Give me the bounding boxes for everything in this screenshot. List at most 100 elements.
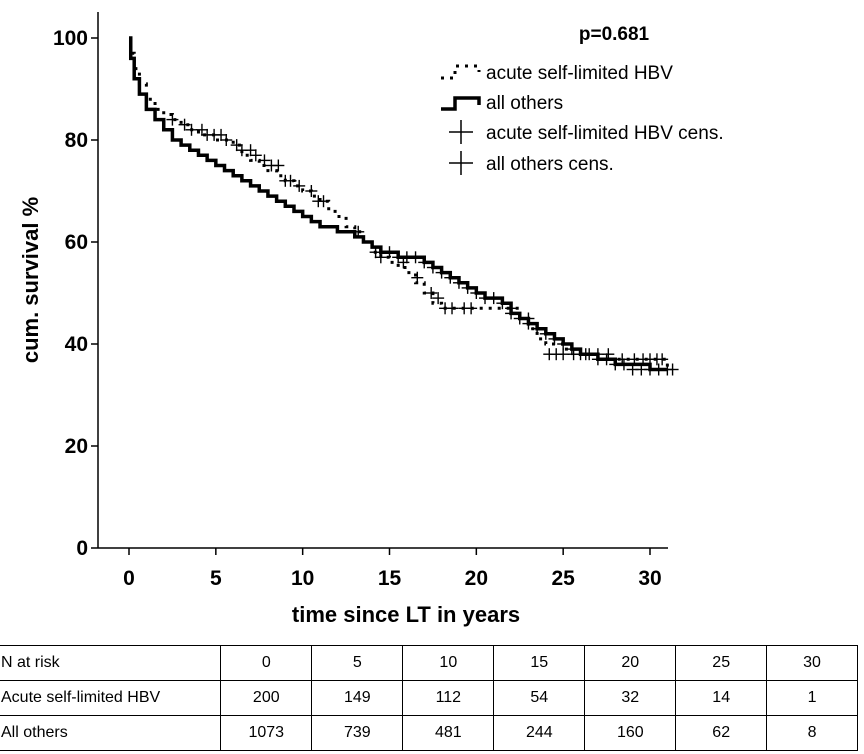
risk-table-cell: 739 — [311, 715, 404, 751]
legend-swatch-acute-hbv — [441, 64, 481, 80]
censored-mark-acute-hbv — [616, 353, 629, 366]
risk-table-row-label: Acute self-limited HBV — [0, 680, 222, 716]
censored-mark-all-others — [531, 322, 544, 335]
x-tick-label: 10 — [291, 567, 314, 590]
censored-mark-acute-hbv — [352, 225, 365, 238]
x-tick-label: 20 — [465, 567, 488, 590]
censored-mark-acute-hbv — [230, 139, 243, 152]
risk-table-cell: 200 — [220, 680, 313, 716]
censored-mark-acute-hbv — [185, 123, 198, 136]
y-tick-label: 100 — [53, 27, 88, 50]
censored-mark-acute-hbv — [215, 128, 228, 141]
censored-mark-acute-hbv — [244, 144, 257, 157]
risk-table-row-label: All others — [0, 715, 222, 751]
censored-mark-acute-hbv — [432, 292, 445, 305]
censored-mark-all-others — [461, 281, 474, 294]
censored-mark-acute-hbv — [305, 185, 318, 197]
x-axis-title: time since LT in years — [292, 602, 520, 627]
censored-mark-all-others — [409, 251, 422, 264]
risk-table-cell: 481 — [402, 715, 495, 751]
censored-mark-acute-hbv — [446, 302, 459, 315]
x-axis-ticks: 0 5 10 15 20 25 30 — [123, 548, 662, 590]
censored-mark-all-others — [600, 353, 613, 366]
y-tick-label: 80 — [65, 129, 88, 152]
risk-table-row-acute-hbv: Acute self-limited HBV 200 149 112 54 32… — [0, 680, 858, 716]
censored-mark-all-others — [522, 317, 535, 330]
axes — [97, 12, 668, 549]
censored-mark-acute-hbv — [195, 123, 208, 136]
y-tick-label: 0 — [76, 537, 88, 560]
risk-table-header-cell: 15 — [493, 645, 586, 681]
legend-label-all-others: all others — [486, 93, 563, 114]
censored-mark-all-others — [470, 287, 483, 299]
risk-table: N at risk 0 5 10 15 20 25 30 Acute self-… — [0, 645, 858, 751]
risk-table-cell: 1 — [766, 680, 858, 716]
x-tick-label: 0 — [123, 567, 135, 590]
censored-mark-acute-hbv — [557, 348, 570, 361]
legend-swatch-all-others — [441, 96, 481, 111]
censored-mark-all-others — [548, 332, 561, 345]
censored-mark-all-others — [383, 246, 396, 259]
legend-swatch-acute-hbv-cens — [449, 120, 473, 144]
censored-mark-all-others — [617, 358, 630, 371]
risk-table-header-cell: 0 — [220, 645, 313, 681]
censored-mark-acute-hbv — [220, 134, 233, 146]
series-lines — [128, 36, 669, 372]
risk-table-header-cell: 10 — [402, 645, 495, 681]
x-tick-label: 5 — [210, 567, 222, 590]
censored-marks — [166, 113, 679, 376]
x-tick-label: 15 — [378, 567, 402, 590]
y-tick-label: 60 — [65, 231, 88, 254]
censored-mark-acute-hbv — [258, 154, 271, 167]
risk-table-cell: 149 — [311, 680, 404, 716]
y-tick-label: 40 — [65, 333, 88, 356]
risk-table-cell: 54 — [493, 680, 586, 716]
risk-table-header-row: N at risk 0 5 10 15 20 25 30 — [0, 645, 858, 681]
risk-table-cell: 8 — [766, 715, 858, 751]
censored-mark-all-others — [666, 363, 679, 376]
survival-chart: 0 20 40 60 80 100 0 5 10 15 20 25 30 time since LT … — [18, 12, 724, 627]
risk-table-cell: 244 — [493, 715, 586, 751]
risk-table-cell: 1073 — [220, 715, 313, 751]
censored-mark-acute-hbv — [178, 118, 191, 131]
censored-mark-acute-hbv — [272, 159, 285, 172]
censored-mark-all-others — [418, 256, 431, 269]
x-tick-label: 25 — [551, 567, 575, 590]
risk-table-cell: 32 — [584, 680, 677, 716]
censored-mark-acute-hbv — [317, 195, 330, 208]
censored-mark-acute-hbv — [656, 353, 669, 366]
y-axis-title: cum. survival % — [18, 197, 43, 363]
censored-mark-all-others — [444, 271, 457, 284]
censored-mark-all-others — [496, 297, 509, 310]
risk-table-header-label: N at risk — [0, 645, 222, 681]
risk-table-header-cell: 20 — [584, 645, 677, 681]
series-line-all-others — [128, 36, 668, 372]
risk-table-cell: 14 — [675, 680, 768, 716]
censored-mark-all-others — [426, 261, 439, 274]
p-value-annotation: p=0.681 — [579, 24, 650, 45]
risk-table-cell: 160 — [584, 715, 677, 751]
legend-swatch-all-others-cens — [449, 151, 473, 175]
risk-table-header-cell: 30 — [766, 645, 858, 681]
legend-label-all-others-cens: all others cens. — [486, 154, 614, 175]
risk-table-header-cell: 25 — [675, 645, 768, 681]
censored-mark-acute-hbv — [425, 287, 438, 299]
censored-mark-all-others — [583, 348, 596, 361]
censored-mark-acute-hbv — [166, 113, 179, 126]
legend-label-acute-hbv: acute self-limited HBV — [486, 63, 673, 84]
risk-table-header-cell: 5 — [311, 645, 404, 681]
risk-table-cell: 112 — [402, 680, 495, 716]
y-tick-label: 20 — [65, 435, 88, 458]
censored-mark-acute-hbv — [284, 174, 297, 187]
censored-mark-acute-hbv — [465, 302, 478, 315]
legend-label-acute-hbv-cens: acute self-limited HBV cens. — [486, 123, 724, 144]
legend: acute self-limited HBV all others acute … — [441, 63, 724, 175]
censored-mark-all-others — [505, 307, 518, 320]
censored-mark-all-others — [487, 292, 500, 305]
censored-mark-all-others — [513, 312, 526, 325]
series-line-acute-hbv — [129, 36, 669, 370]
censored-mark-all-others — [435, 266, 448, 279]
censored-mark-all-others — [452, 276, 465, 289]
censored-mark-all-others — [565, 343, 578, 356]
censored-mark-all-others — [557, 338, 570, 350]
